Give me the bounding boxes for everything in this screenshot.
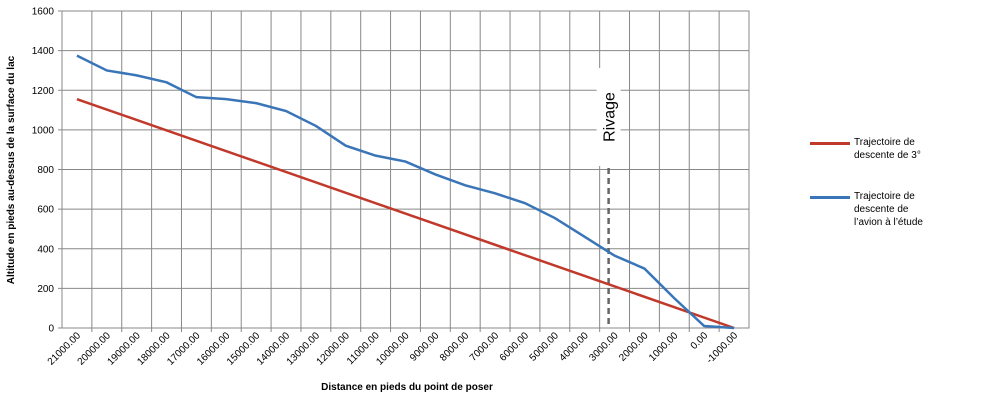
x-tick-label: 2000.00 — [617, 330, 651, 364]
x-tick-label: 8000.00 — [438, 330, 472, 364]
legend-label: Trajectoire de descente de 3° — [854, 137, 921, 161]
x-tick-label: 7000.00 — [468, 330, 502, 364]
y-tick-label: 1600 — [32, 7, 55, 18]
x-tick-label: 5000.00 — [528, 330, 562, 364]
legend-item: Trajectoire de descente de 3° — [810, 136, 930, 162]
x-tick-label: 10000.00 — [374, 330, 412, 368]
legend-item: Trajectoire de descente de l’avion à l’é… — [810, 190, 930, 229]
y-tick-label: 0 — [48, 324, 54, 335]
x-tick-label: 6000.00 — [498, 330, 532, 364]
y-tick-label: 1400 — [32, 46, 55, 57]
y-tick-label: 1000 — [32, 125, 55, 136]
series-line — [76, 54, 735, 330]
y-tick-label: 600 — [37, 205, 54, 216]
annotation-text: Rivage — [602, 92, 619, 142]
x-tick-label: 4000.00 — [557, 330, 591, 364]
y-tick-label: 200 — [37, 284, 54, 295]
x-axis-title: Distance en pieds du point de poser — [321, 382, 493, 393]
x-tick-label: 1000.00 — [647, 330, 681, 364]
x-tick-label: 0.00 — [689, 330, 711, 352]
y-tick-label: 800 — [37, 165, 54, 176]
y-tick-label: 400 — [37, 244, 54, 255]
series-line — [76, 97, 735, 330]
annotation-box — [596, 68, 621, 166]
x-tick-label: -1000.00 — [704, 330, 740, 366]
x-tick-label: 9000.00 — [408, 330, 442, 364]
x-tick-label: 3000.00 — [587, 330, 621, 364]
y-tick-label: 1200 — [32, 86, 55, 97]
legend-label: Trajectoire de descente de l’avion à l’é… — [854, 191, 923, 228]
legend-swatch — [810, 142, 850, 145]
legend-swatch — [810, 196, 850, 199]
y-axis-title: Altitude en pieds au-dessus de la surfac… — [6, 55, 17, 284]
